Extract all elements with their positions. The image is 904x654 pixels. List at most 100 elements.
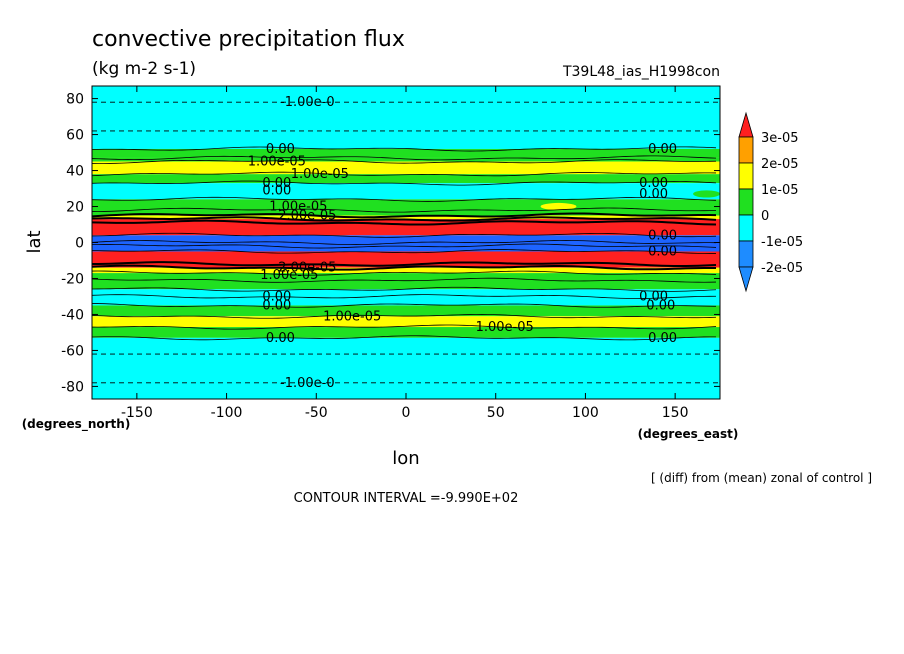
x-tick-label-0: -150: [121, 405, 153, 421]
contour-label-layer: -1.00e-00.00 0.001.00e-051.00e-050.000.00…: [248, 95, 677, 391]
contour-line-6: [91, 207, 717, 213]
contour-label-16: 0.00: [262, 298, 291, 313]
legend-swatch-2: [738, 162, 754, 190]
x-unit-label: (degrees_east): [638, 427, 739, 442]
x-tick-label-5: 100: [572, 405, 599, 421]
contour-line-0: [91, 146, 717, 152]
x-tick-label-4: 50: [487, 405, 505, 421]
contour-label-0: -1.00e-0: [280, 95, 335, 110]
band-9: [92, 235, 720, 252]
contour-label-10: 2.00e-05: [278, 209, 336, 224]
legend-label-4: -1e-05: [761, 235, 803, 250]
dashed-contour-layer: [92, 101, 720, 384]
y-axis-label: lat: [24, 230, 45, 253]
legend-label-1: 2e-05: [761, 157, 799, 172]
band-5: [92, 183, 720, 200]
contour-line-16: [91, 270, 717, 276]
contour-line-18: [91, 286, 717, 292]
contour-line-12: [91, 243, 717, 249]
contour-line-21: [91, 314, 717, 319]
contour-line-layer: [91, 146, 717, 341]
band-12: [92, 273, 720, 290]
contour-label-7: 0.00: [639, 176, 668, 191]
contour-label-11: 0.00: [648, 228, 677, 243]
contour-line-15: [91, 264, 716, 271]
contour-label-1: 0.00: [266, 142, 295, 157]
contour-line-22: [91, 324, 717, 330]
band-1: [92, 148, 720, 158]
contour-interval: CONTOUR INTERVAL =-9.990E+02: [294, 491, 519, 506]
contour-label-18: 0.00: [646, 298, 675, 313]
plot-area: -1.00e-00.00 0.001.00e-051.00e-050.000.00…: [91, 85, 721, 400]
contour-patch-layer: [92, 163, 721, 211]
contour-line-20: [91, 303, 717, 308]
x-tick-label-6: 150: [662, 405, 689, 421]
legend-swatch-3: [738, 188, 754, 216]
contour-label-21: 0.00: [266, 331, 295, 346]
contour-label-8: 0.00: [639, 187, 668, 202]
band-14: [92, 305, 720, 317]
contour-label-23: -1.00e-0: [280, 376, 335, 391]
legend-label-0: 3e-05: [761, 131, 799, 146]
contour-fill-layer: [92, 86, 720, 399]
legend-swatch-1: [738, 136, 754, 164]
legend-arrow-bottom: [738, 266, 754, 293]
y-tick-label-3: -20: [61, 271, 84, 287]
chart-units: (kg m-2 s-1): [92, 59, 196, 79]
band-2: [92, 157, 720, 162]
band-6: [92, 199, 720, 216]
contour-line-3: [91, 171, 717, 177]
band-15: [92, 316, 720, 328]
y-tick-label-7: 60: [66, 128, 84, 144]
contour-line-14: [91, 261, 717, 268]
y-unit-label: (degrees_north): [22, 417, 131, 432]
color-legend: 3e-05 2e-05 1e-05 0 -1e-05 -2e-05: [738, 111, 803, 293]
band-11: [92, 267, 720, 274]
y-tick-label-8: 80: [66, 92, 84, 108]
contour-line-13: [91, 249, 717, 254]
x-axis-label: lon: [392, 448, 419, 469]
contour-label-3: 1.00e-05: [248, 155, 306, 170]
contour-line-8: [91, 216, 717, 222]
run-label: T39L48_ias_H1998con: [562, 64, 720, 80]
contour-line-19: [91, 294, 717, 299]
contour-label-20: 1.00e-05: [476, 320, 534, 335]
contour-label-9: 1.00e-05: [269, 200, 327, 215]
contour-label-14: 1.00e-05: [260, 268, 318, 283]
y-tick-label-6: 40: [66, 164, 84, 180]
band-13: [92, 289, 720, 306]
patch-3: [693, 190, 720, 198]
contour-line-11: [91, 240, 717, 245]
band-4: [92, 174, 720, 184]
y-tick-label-4: 0: [75, 236, 84, 252]
patch-1: [621, 163, 721, 175]
contour-line-9: [91, 219, 717, 226]
contour-label-17: 0.00: [639, 289, 668, 304]
legend-swatch-5: [738, 240, 754, 268]
band-3: [92, 161, 720, 175]
subtitle-note: [ (diff) from (mean) zonal of control ]: [651, 471, 872, 485]
x-tick-label-3: 0: [402, 405, 411, 421]
x-axis-ticks: -150 -100 -50 0 50 100 150: [121, 86, 689, 421]
contour-label-5: 0.00: [262, 176, 291, 191]
patch-2: [540, 202, 577, 211]
band-17: [92, 337, 720, 399]
y-tick-label-5: 20: [66, 200, 84, 216]
x-tick-label-2: -50: [305, 405, 328, 421]
contour-line-4: [91, 180, 717, 186]
x-tick-label-1: -100: [211, 405, 243, 421]
contour-line-5: [91, 196, 717, 202]
contour-line-23: [91, 335, 717, 341]
contour-label-6: 0.00: [262, 183, 291, 198]
legend-label-2: 1e-05: [761, 183, 799, 198]
y-tick-label-2: -40: [61, 307, 84, 323]
chart-title: convective precipitation flux: [92, 27, 405, 52]
band-7: [92, 215, 720, 220]
contour-label-19: 1.00e-05: [323, 309, 381, 324]
y-tick-label-1: -60: [61, 343, 84, 359]
legend-label-5: -2e-05: [761, 261, 803, 276]
contour-line-10: [91, 232, 717, 238]
contour-line-2: [91, 159, 717, 164]
legend-arrow-top: [738, 111, 754, 138]
